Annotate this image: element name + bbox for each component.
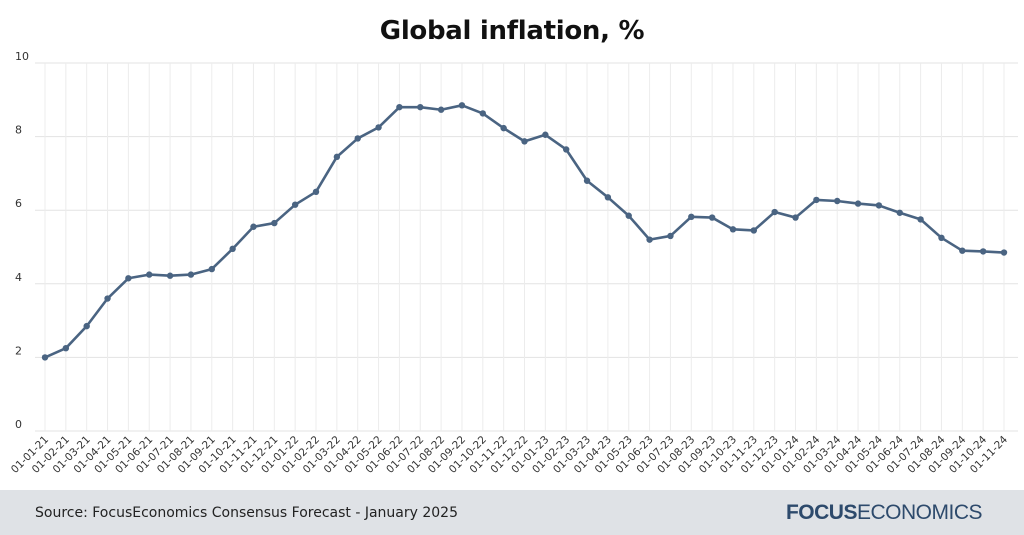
y-tick-label: 2 xyxy=(15,344,22,357)
data-point[interactable] xyxy=(646,236,653,243)
y-axis-ticks: 0 2 4 6 8 10 xyxy=(15,50,29,431)
data-point[interactable] xyxy=(625,212,632,219)
data-point[interactable] xyxy=(750,227,758,234)
data-point[interactable] xyxy=(604,194,612,201)
data-point[interactable] xyxy=(500,124,507,132)
grid-lines xyxy=(35,62,1018,432)
data-point[interactable] xyxy=(291,201,299,208)
data-point[interactable] xyxy=(562,146,570,153)
footer-bar: Source: FocusEconomics Consensus Forecas… xyxy=(0,490,1024,535)
chart-title: Global inflation, % xyxy=(379,16,645,46)
data-point[interactable] xyxy=(354,135,361,142)
data-point[interactable] xyxy=(1000,249,1008,256)
data-point[interactable] xyxy=(979,248,987,255)
data-point[interactable] xyxy=(771,208,778,216)
data-point[interactable] xyxy=(125,275,132,282)
logo-light-text: ECONOMICS xyxy=(856,501,983,524)
data-point[interactable] xyxy=(437,106,445,113)
data-point[interactable] xyxy=(312,188,320,195)
data-point[interactable] xyxy=(938,234,945,241)
data-point[interactable] xyxy=(708,214,716,221)
data-point[interactable] xyxy=(62,345,70,352)
data-point[interactable] xyxy=(542,131,549,138)
data-point[interactable] xyxy=(688,213,695,221)
x-axis-ticks: 01-01-2101-02-2101-03-2101-04-2101-05-21… xyxy=(9,433,1010,475)
data-point[interactable] xyxy=(959,247,966,254)
data-point[interactable] xyxy=(146,271,153,278)
data-point[interactable] xyxy=(875,202,883,209)
y-tick-label: 10 xyxy=(15,50,29,63)
data-point[interactable] xyxy=(375,124,382,131)
data-point[interactable] xyxy=(271,219,278,227)
data-point[interactable] xyxy=(104,295,111,302)
data-points xyxy=(41,102,1008,361)
data-point[interactable] xyxy=(813,196,820,204)
data-point[interactable] xyxy=(208,265,215,273)
data-point[interactable] xyxy=(729,226,737,233)
data-point[interactable] xyxy=(187,271,195,278)
data-point[interactable] xyxy=(583,177,591,184)
data-point[interactable] xyxy=(854,200,862,207)
data-point[interactable] xyxy=(396,103,403,111)
data-point[interactable] xyxy=(521,138,528,145)
data-point[interactable] xyxy=(458,102,466,109)
data-point[interactable] xyxy=(917,216,924,223)
y-tick-label: 6 xyxy=(15,197,22,210)
y-tick-label: 4 xyxy=(15,271,22,284)
data-point[interactable] xyxy=(166,272,174,279)
logo-bold-text: FOCUS xyxy=(785,501,858,524)
data-point[interactable] xyxy=(896,209,903,216)
focuseconomics-logo[interactable]: FOCUSECONOMICS xyxy=(785,501,983,525)
data-point[interactable] xyxy=(83,322,90,330)
data-point[interactable] xyxy=(250,223,257,230)
line-chart: 0 2 4 6 8 10 01-01-2101-02-2101-03-2101-04-21… xyxy=(9,50,1018,476)
source-note: Source: FocusEconomics Consensus Forecas… xyxy=(35,505,459,521)
data-point[interactable] xyxy=(417,103,424,111)
data-point[interactable] xyxy=(667,232,674,240)
data-point[interactable] xyxy=(41,354,49,361)
data-point[interactable] xyxy=(834,197,841,205)
data-point[interactable] xyxy=(229,245,236,253)
y-tick-label: 8 xyxy=(15,124,22,137)
data-point[interactable] xyxy=(333,153,341,161)
y-tick-label: 0 xyxy=(15,418,22,431)
data-point[interactable] xyxy=(479,110,487,117)
data-point[interactable] xyxy=(792,214,799,221)
